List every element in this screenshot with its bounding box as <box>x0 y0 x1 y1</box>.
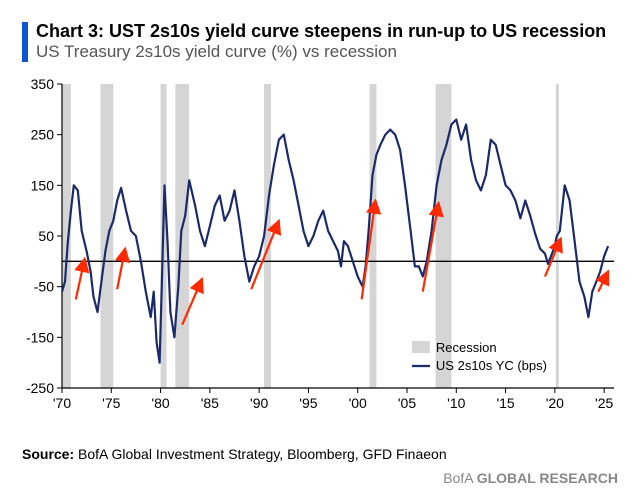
source-line: Source: BofA Global Investment Strategy,… <box>22 446 618 462</box>
x-tick-label: '00 <box>349 395 367 411</box>
brand-bold: GLOBAL RESEARCH <box>477 470 618 486</box>
y-tick-label: -50 <box>34 279 54 295</box>
y-tick-label: 50 <box>38 228 54 244</box>
y-tick-label: 250 <box>31 127 55 143</box>
recession-band <box>100 84 113 388</box>
x-tick-label: '95 <box>299 395 317 411</box>
trend-arrow <box>117 249 125 290</box>
source-text: BofA Global Investment Strategy, Bloombe… <box>74 446 446 462</box>
brand-mark: BofA GLOBAL RESEARCH <box>443 470 618 486</box>
chart-area: -250 -150 -50 50 150 250 350 '70 '75 '80 '85 '90 '95… <box>22 70 618 440</box>
series-line <box>62 120 608 363</box>
brand-prefix: BofA <box>443 470 476 486</box>
x-tick-label: '85 <box>201 395 219 411</box>
chart-title: Chart 3: UST 2s10s yield curve steepens … <box>36 20 606 43</box>
title-block: Chart 3: UST 2s10s yield curve steepens … <box>22 20 618 62</box>
legend-swatch-recession <box>412 341 430 353</box>
chart-svg: -250 -150 -50 50 150 250 350 '70 '75 '80 '85 '90 '95… <box>22 70 618 440</box>
chart-card: Chart 3: UST 2s10s yield curve steepens … <box>0 0 640 500</box>
x-tick-label: '90 <box>250 395 268 411</box>
recession-band <box>175 84 189 388</box>
trend-arrow <box>76 259 85 300</box>
x-tick-label: '10 <box>447 395 465 411</box>
title-accent-bar <box>22 22 28 62</box>
x-tick-label: '20 <box>546 395 564 411</box>
x-tick-label: '05 <box>398 395 416 411</box>
y-tick-label: 350 <box>31 76 55 92</box>
y-tick-label: -250 <box>26 380 54 396</box>
y-tick-label: 150 <box>31 177 55 193</box>
legend-label-recession: Recession <box>436 340 497 355</box>
source-label: Source: <box>22 446 74 462</box>
x-tick-label: '15 <box>496 395 514 411</box>
x-tick-label: '70 <box>53 395 71 411</box>
recession-band <box>62 84 71 388</box>
legend-label-line: US 2s10s YC (bps) <box>436 358 547 373</box>
x-tick-label: '75 <box>102 395 120 411</box>
y-tick-label: -150 <box>26 329 54 345</box>
x-tick-label: '25 <box>595 395 613 411</box>
chart-subtitle: US Treasury 2s10s yield curve (%) vs rec… <box>36 42 606 62</box>
x-tick-label: '80 <box>151 395 169 411</box>
